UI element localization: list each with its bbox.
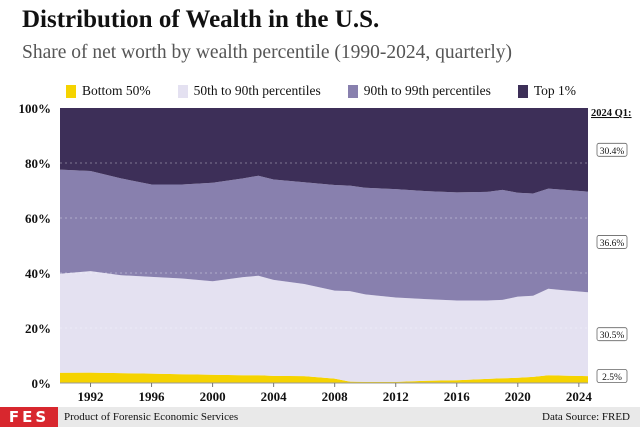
x-tick-label: 1996 [139,389,166,404]
x-tick-label: 2004 [261,389,288,404]
area-top-1 [60,108,588,194]
area-bottom-50 [60,372,588,383]
end-label-box [596,327,628,342]
brand-logo: FES [0,407,58,427]
legend-item-50-to-90: 50th to 90th percentiles [177,83,321,99]
x-tick-label: 2000 [200,389,226,404]
end-label-box [596,142,628,157]
end-label-value: 36.6% [600,239,625,249]
legend-label: Top 1% [533,83,577,98]
y-tick-label: 100% [19,101,52,116]
end-label-box [596,235,628,249]
legend-swatch [66,84,76,98]
legend-swatch [177,84,188,98]
legend-swatch [517,84,528,98]
legend-label: Bottom 50% [82,83,151,98]
end-label-value: 30.4% [600,147,625,157]
legend-swatch [347,84,358,98]
y-tick-label: 20% [25,321,51,336]
end-label-value: 30.5% [600,331,625,341]
end-label-title: 2024 Q1: [591,108,632,119]
chart-title: Distribution of Wealth in the U.S. [22,6,380,33]
area-90th-to-99th-percentiles [60,169,588,301]
y-tick-label: 80% [25,156,51,171]
end-label-value: 2.5% [602,373,622,383]
legend-label: 90th to 99th percentiles [363,83,491,98]
x-tick-label: 1992 [78,389,104,404]
y-tick-label: 60% [25,211,51,226]
x-tick-label: 2020 [505,389,531,404]
end-label-box [596,369,628,383]
legend-item-90-to-99: 90th to 99th percentiles [347,83,491,99]
y-tick-label: 40% [25,266,51,281]
y-tick-label: 0% [32,376,52,391]
footer: FES Product of Forensic Economic Service… [0,407,640,427]
area-50th-to-90th-percentiles [60,271,588,382]
x-tick-label: 2016 [444,389,471,404]
x-tick-label: 2024 [566,389,593,404]
footer-source: Data Source: FRED [542,411,630,423]
footer-credit: Product of Forensic Economic Services [64,411,239,423]
legend-item-bottom-50: Bottom 50% [66,83,151,99]
legend-label: 50th to 90th percentiles [193,83,321,98]
legend: Bottom 50% 50th to 90th percentiles 90th… [66,82,603,100]
legend-item-top-1: Top 1% [517,83,577,99]
stacked-area-chart: 0% 20% 40% 60% 80% 100% 1992 1996 2000 2004 2008 20… [19,101,632,404]
x-tick-label: 2008 [322,389,349,404]
x-tick-label: 2012 [383,389,409,404]
chart-subtitle: Share of net worth by wealth percentile … [22,42,513,63]
